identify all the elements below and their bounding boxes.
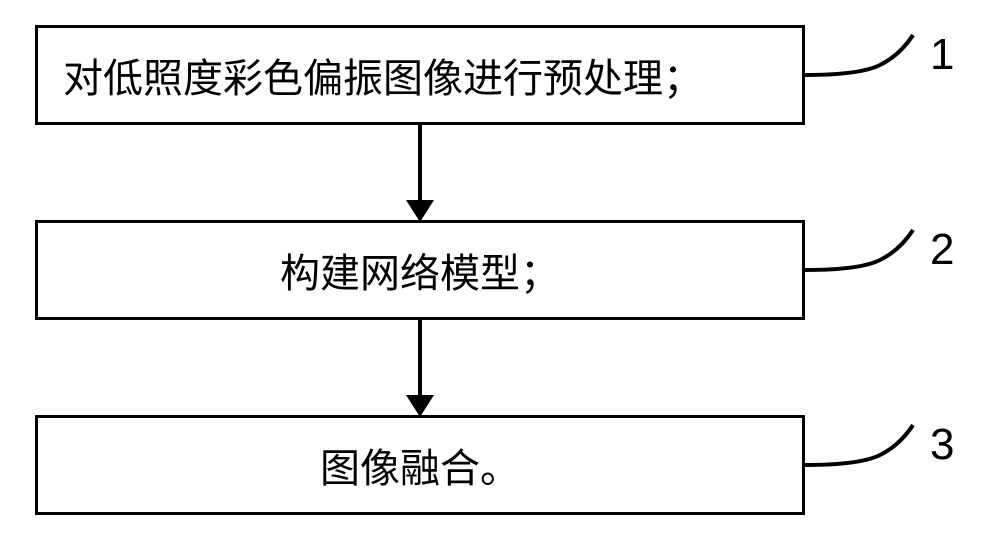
arrow-2-head	[406, 395, 434, 417]
step-1-text: 对低照度彩色偏振图像进行预处理；	[63, 46, 703, 104]
label-3-number: 3	[930, 420, 954, 470]
flowchart-step-2: 构建网络模型；	[35, 220, 805, 320]
arrow-1-line	[418, 125, 422, 205]
label-3-connector	[805, 420, 925, 475]
arrow-2-line	[418, 320, 422, 400]
arrow-1-head	[406, 200, 434, 222]
step-3-text: 图像融合。	[320, 436, 520, 494]
label-1-number: 1	[930, 30, 954, 80]
flowchart-step-1: 对低照度彩色偏振图像进行预处理；	[35, 25, 805, 125]
flowchart-step-3: 图像融合。	[35, 415, 805, 515]
label-2-number: 2	[930, 225, 954, 275]
step-2-text: 构建网络模型；	[280, 241, 560, 299]
label-2-connector	[805, 225, 925, 280]
label-1-connector	[805, 30, 925, 85]
